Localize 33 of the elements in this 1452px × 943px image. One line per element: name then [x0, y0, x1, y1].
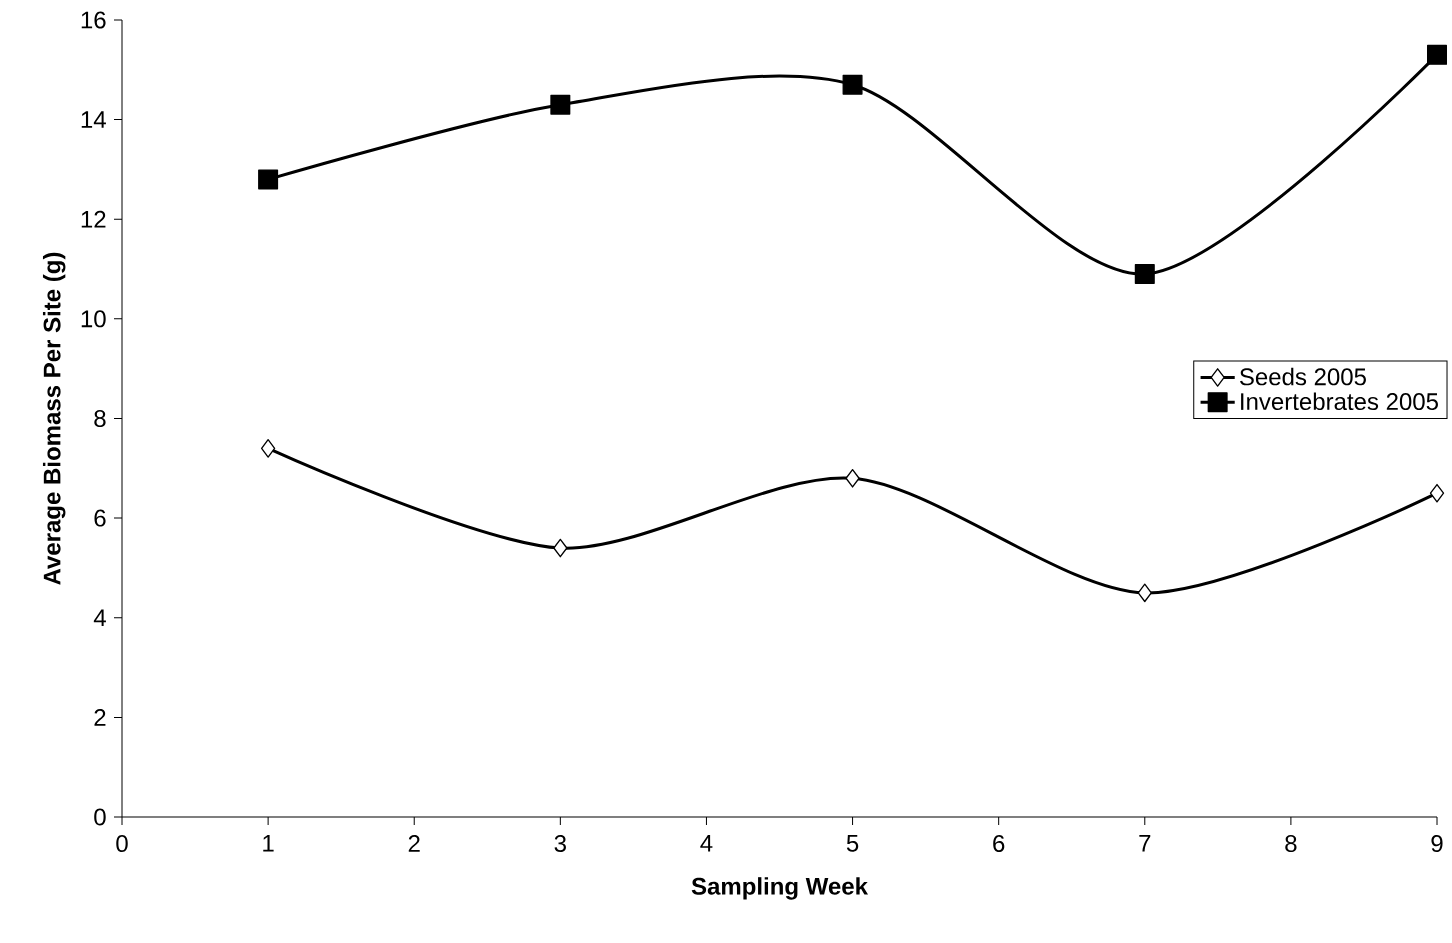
y-tick-label: 14: [81, 111, 106, 128]
point: [1134, 264, 1155, 285]
y-tick-label: 2: [94, 708, 106, 726]
y-tick-label: 4: [93, 609, 106, 626]
point: [1427, 44, 1448, 65]
x-tick-label: 3: [554, 835, 566, 853]
y-tick-label: 8: [94, 409, 106, 427]
point: [1137, 583, 1152, 603]
x-tick-label: 2: [408, 835, 420, 852]
point: [258, 169, 279, 190]
point: [550, 94, 571, 115]
y-tick-label: 0: [94, 808, 106, 826]
legend-label: Invertebrates 2005: [1241, 392, 1438, 411]
x-tick-label: 4: [700, 835, 713, 852]
x-tick-label: 1: [263, 835, 274, 852]
x-tick-label: 8: [1285, 835, 1297, 853]
y-tick-label: 12: [81, 210, 106, 228]
y-axis-title: Average Biomass Per Site (g): [42, 252, 66, 585]
y-tick-label: 6: [94, 509, 106, 527]
point: [842, 74, 863, 95]
x-tick-label: 0: [116, 835, 128, 853]
legend-label: Seeds 2005: [1239, 367, 1366, 386]
point: [1429, 483, 1445, 503]
point: [553, 538, 568, 558]
point: [845, 468, 860, 488]
x-axis-title: Sampling Week: [691, 877, 869, 900]
x-tick-label: 5: [846, 835, 859, 852]
x-tick-label: 6: [993, 835, 1005, 853]
x-tick-label: 9: [1431, 835, 1443, 853]
point: [260, 439, 276, 458]
y-tick-label: 16: [81, 11, 106, 29]
y-tick-label: 10: [81, 310, 106, 328]
x-tick-label: 7: [1139, 835, 1151, 852]
